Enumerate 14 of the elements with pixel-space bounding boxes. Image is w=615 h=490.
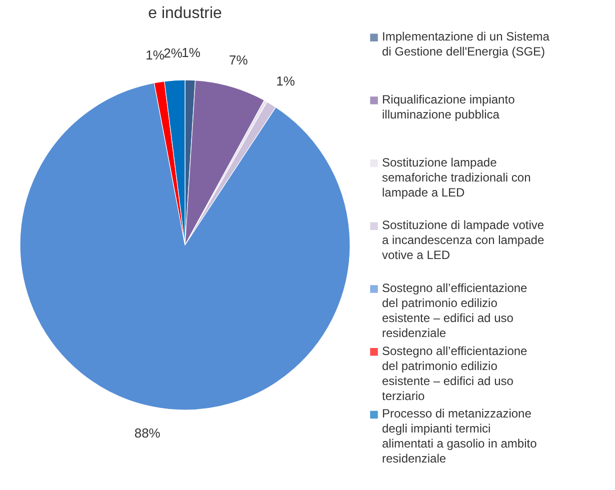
legend-label: Implementazione di un Sistema di Gestione dell'Energia (SGE) [382, 30, 550, 59]
data-label: 1% [182, 45, 201, 60]
chart-title: e industrie [148, 5, 222, 22]
data-label: 7% [229, 52, 248, 68]
legend-label: Sostegno all’efficientazione del patrimonio edilizio esistente – edifici ad uso residenziale [382, 281, 528, 340]
legend-label: Sostituzione lampade semaforiche tradizionali con lampade a LED [382, 155, 531, 200]
data-label: 2% [164, 45, 183, 60]
legend-label: Sostituzione di lampade votive a incandescenza con lampade votive a LED [382, 218, 544, 262]
legend-label: Processo di metanizzazione degli impianti termici alimentati a gasolio in ambito residenziale [382, 406, 538, 466]
data-label: 1% [276, 73, 296, 88]
data-label: 88% [134, 425, 161, 440]
data-label: 1% [146, 47, 165, 62]
legend-label: Sostegno all’efficientazione del patrimonio edilizio esistente – edifici ad uso terziario [382, 344, 528, 403]
legend-label: Riqualificazione impianto illuminazione pubblica [382, 92, 516, 122]
